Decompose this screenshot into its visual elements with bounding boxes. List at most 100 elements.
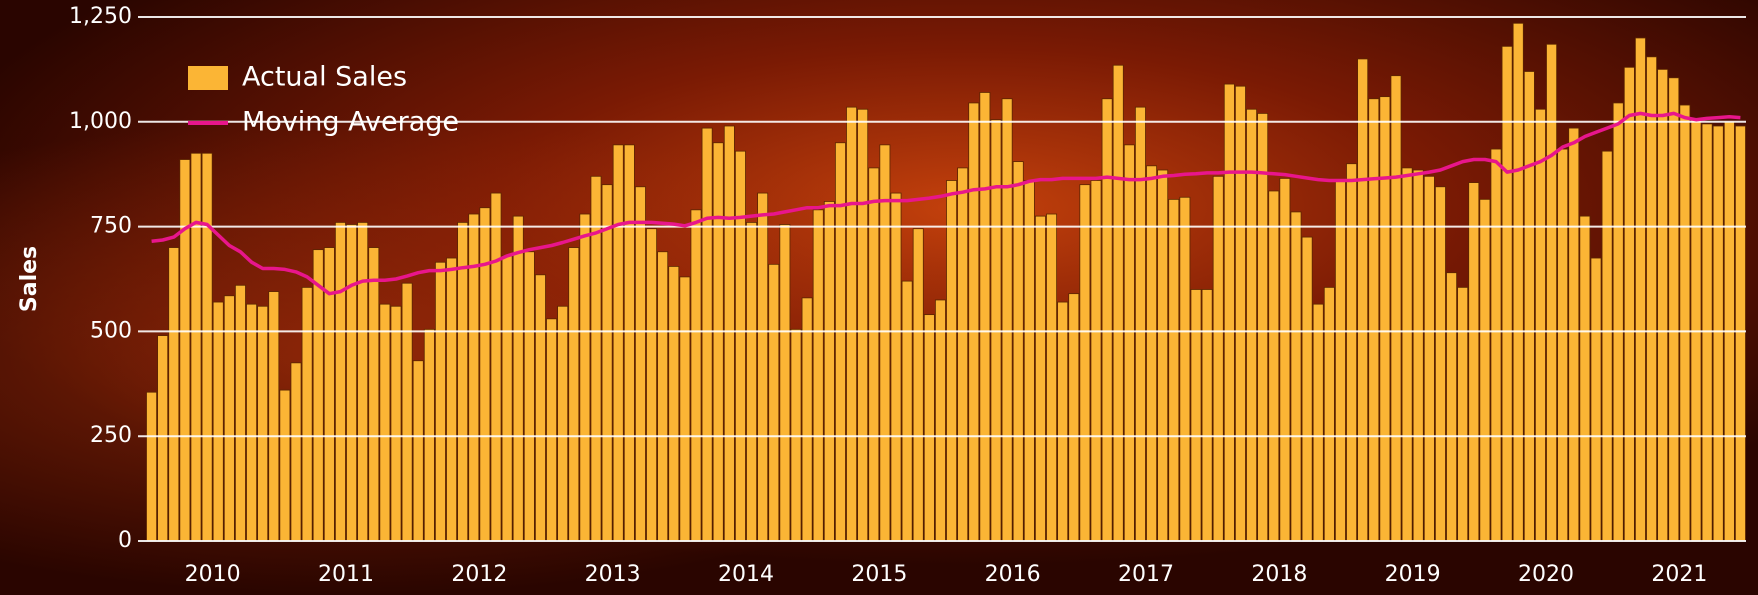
bar xyxy=(1235,86,1245,541)
bar xyxy=(491,193,501,541)
bar xyxy=(1147,166,1157,541)
bar xyxy=(435,262,445,541)
bar xyxy=(624,145,634,541)
x-tick-label: 2015 xyxy=(851,562,907,587)
x-tick-label: 2013 xyxy=(585,562,641,587)
y-tick-label: 0 xyxy=(118,528,132,553)
bar xyxy=(758,193,768,541)
bar xyxy=(824,201,834,541)
bar xyxy=(858,109,868,541)
bar xyxy=(1624,67,1634,541)
bar xyxy=(1713,126,1723,541)
bar xyxy=(335,222,345,541)
bar xyxy=(1435,187,1445,541)
x-tick-label: 2018 xyxy=(1251,562,1307,587)
bar xyxy=(1169,199,1179,541)
x-tick-label: 2012 xyxy=(451,562,507,587)
y-tick-label: 750 xyxy=(90,214,132,239)
bar xyxy=(191,153,201,541)
bar xyxy=(447,258,457,541)
bar xyxy=(513,216,523,541)
bar xyxy=(1524,71,1534,541)
bar xyxy=(1513,23,1523,541)
bar xyxy=(813,210,823,541)
bar xyxy=(680,277,690,541)
bar xyxy=(280,390,290,541)
bar xyxy=(202,153,212,541)
y-tick-label: 250 xyxy=(90,423,132,448)
legend-label: Moving Average xyxy=(242,107,459,138)
bar xyxy=(769,264,779,541)
legend-swatch xyxy=(188,66,228,90)
bar xyxy=(291,363,301,541)
bar xyxy=(1224,84,1234,541)
x-tick-label: 2014 xyxy=(718,562,774,587)
bar xyxy=(1558,149,1568,541)
bar xyxy=(302,287,312,541)
bar xyxy=(1191,289,1201,541)
bar xyxy=(1269,191,1279,541)
bar xyxy=(1302,237,1312,541)
bar xyxy=(1469,183,1479,541)
bar xyxy=(924,315,934,541)
bar xyxy=(469,214,479,541)
x-tick-label: 2019 xyxy=(1385,562,1441,587)
x-tick-label: 2021 xyxy=(1651,562,1707,587)
bar xyxy=(480,208,490,541)
x-tick-label: 2020 xyxy=(1518,562,1574,587)
x-tick-label: 2011 xyxy=(318,562,374,587)
bar xyxy=(647,229,657,541)
bar xyxy=(902,281,912,541)
bar xyxy=(1602,151,1612,541)
bar xyxy=(1647,57,1657,541)
bar xyxy=(1547,44,1557,541)
bar xyxy=(947,180,957,541)
bar xyxy=(1280,178,1290,541)
bar xyxy=(1580,216,1590,541)
bar xyxy=(613,145,623,541)
bar xyxy=(1691,120,1701,541)
bar xyxy=(1202,289,1212,541)
bar xyxy=(1058,302,1068,541)
legend-label: Actual Sales xyxy=(242,62,407,93)
bar xyxy=(424,329,434,541)
x-tick-label: 2017 xyxy=(1118,562,1174,587)
bar xyxy=(1591,258,1601,541)
bar xyxy=(535,275,545,541)
bar xyxy=(802,298,812,541)
bar xyxy=(980,92,990,541)
bar xyxy=(369,248,379,541)
bar xyxy=(247,304,257,541)
bar xyxy=(1447,273,1457,541)
bar xyxy=(1091,180,1101,541)
bar xyxy=(1313,304,1323,541)
bar xyxy=(958,168,968,541)
bar xyxy=(1180,197,1190,541)
bar xyxy=(235,285,245,541)
bar xyxy=(1213,176,1223,541)
bar xyxy=(169,248,179,541)
bar xyxy=(658,252,668,541)
bar xyxy=(735,151,745,541)
bar xyxy=(358,222,368,541)
bar xyxy=(891,193,901,541)
bar xyxy=(558,306,568,541)
bar xyxy=(1391,76,1401,541)
bar xyxy=(269,292,279,541)
bar xyxy=(1080,185,1090,541)
bar xyxy=(913,229,923,541)
bar xyxy=(158,336,168,541)
bar xyxy=(1047,214,1057,541)
bar xyxy=(391,306,401,541)
bar xyxy=(1324,287,1334,541)
bar xyxy=(1347,164,1357,541)
bar xyxy=(1013,162,1023,541)
bar xyxy=(580,214,590,541)
bar xyxy=(602,185,612,541)
bar xyxy=(380,304,390,541)
bar xyxy=(402,283,412,541)
bar xyxy=(1035,216,1045,541)
bar xyxy=(458,222,468,541)
bar xyxy=(713,143,723,541)
bar xyxy=(1569,128,1579,541)
